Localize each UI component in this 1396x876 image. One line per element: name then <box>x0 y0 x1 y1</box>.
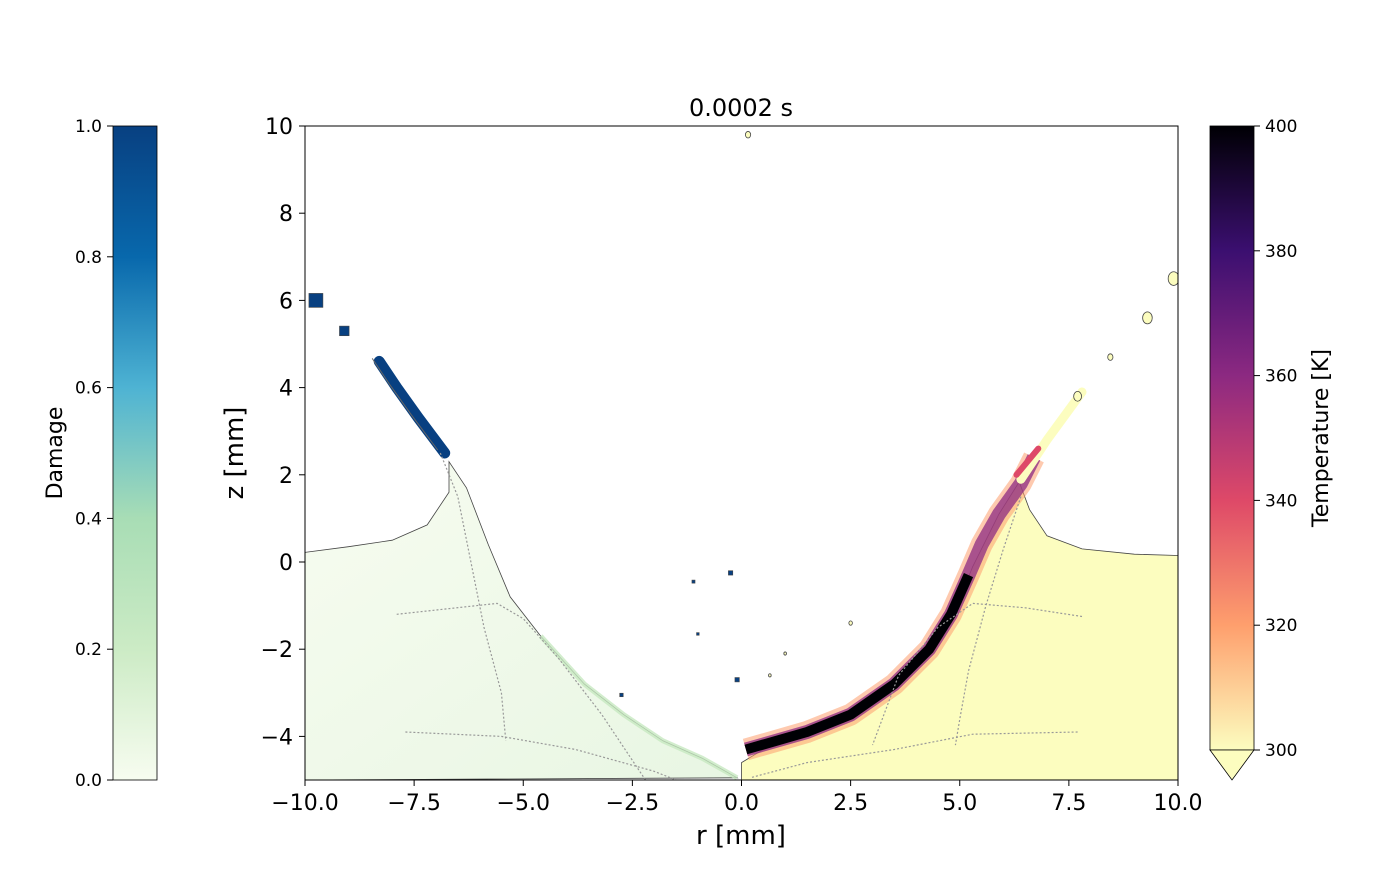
y-tick-label: 8 <box>279 202 293 227</box>
damage-colorbar: 0.0 0.2 0.4 0.6 0.8 1.0 Damage <box>43 117 158 791</box>
damaged-fragment <box>619 692 624 698</box>
temperature-colorbar-label: Temperature [K] <box>1309 349 1334 528</box>
warm-fragment <box>783 651 787 656</box>
mesh-line <box>954 496 1022 746</box>
damage-colorbar-label: Damage <box>43 407 68 500</box>
damage-field <box>305 293 740 780</box>
temperature-tick-label: 400 <box>1265 117 1297 137</box>
temperature-colorbar-extend-min <box>1209 749 1255 781</box>
ejecta-outline <box>371 358 439 451</box>
x-tick-label: 5.0 <box>942 791 977 816</box>
temperature-tick-label: 360 <box>1265 367 1297 387</box>
temperature-tick-label: 300 <box>1265 741 1297 761</box>
damaged-fragment <box>308 293 324 308</box>
x-tick-label: 10.0 <box>1154 791 1203 816</box>
damage-tick-label: 0.0 <box>75 771 102 791</box>
y-tick-label: −4 <box>261 725 293 750</box>
damaged-fragment <box>696 632 700 636</box>
plot-area: −10.0 −7.5 −5.0 −2.5 0.0 2.5 5.0 7.5 10.0 −4 −2 0 2… <box>220 94 1202 851</box>
mesh-line <box>405 731 677 780</box>
damaged-fragment <box>728 570 734 576</box>
x-tick-label: −2.5 <box>606 791 659 816</box>
warm-fragment <box>1107 353 1114 361</box>
y-tick-label: −2 <box>261 638 293 663</box>
mesh-lines <box>396 452 1083 780</box>
y-tick-label: 10 <box>265 115 293 140</box>
damaged-ejecta-band <box>373 355 451 459</box>
y-tick-label: 4 <box>279 377 293 402</box>
x-tick-label: −7.5 <box>387 791 440 816</box>
mesh-line <box>439 452 507 741</box>
temperature-colorbar: 300 320 340 360 380 400 Temperature [K] <box>1209 117 1334 781</box>
temperature-colorbar-gradient <box>1209 125 1255 751</box>
x-tick-label: 0.0 <box>724 791 759 816</box>
damage-tick-label: 1.0 <box>75 117 102 137</box>
hottest-zone <box>744 573 974 755</box>
warm-fragment <box>1167 271 1178 286</box>
y-tick-label: 6 <box>279 289 293 314</box>
y-tick-label: 0 <box>279 551 293 576</box>
x-tick-label: 2.5 <box>833 791 868 816</box>
damaged-fragment <box>339 325 350 337</box>
damaged-fragment <box>734 677 740 683</box>
temperature-tick-label: 380 <box>1265 242 1297 262</box>
warm-fragment <box>848 620 853 626</box>
temperature-tick-label: 320 <box>1265 616 1297 636</box>
y-tick-label: 2 <box>279 464 293 489</box>
y-axis: −4 −2 0 2 4 6 8 10 <box>261 115 305 750</box>
damage-colorbar-gradient <box>112 125 158 781</box>
damage-tick-label: 0.6 <box>75 379 102 399</box>
mesh-line <box>750 731 1078 779</box>
mesh-line <box>396 602 646 780</box>
temperature-tick-label: 340 <box>1265 491 1297 511</box>
x-axis-label: r [mm] <box>696 821 786 851</box>
warm-fragment <box>745 131 752 139</box>
warm-fragment <box>768 673 772 678</box>
damage-tick-label: 0.4 <box>75 509 102 529</box>
ejecta-hot-tip <box>1013 445 1042 478</box>
damage-tick-label: 0.8 <box>75 248 102 268</box>
warm-fragment <box>1073 391 1082 402</box>
warm-fragment <box>1142 311 1153 325</box>
y-axis-label: z [mm] <box>220 407 250 500</box>
temperature-field <box>741 131 1178 780</box>
x-tick-label: −5.0 <box>497 791 550 816</box>
damaged-fragment <box>691 579 696 584</box>
ejecta-jet <box>1016 387 1087 484</box>
x-tick-label: −10.0 <box>271 791 338 816</box>
x-axis: −10.0 −7.5 −5.0 −2.5 0.0 2.5 5.0 7.5 10.0 <box>271 780 1202 816</box>
damage-tick-label: 0.2 <box>75 640 102 660</box>
x-tick-label: 7.5 <box>1051 791 1086 816</box>
damage-rim <box>538 634 739 780</box>
chart-title: 0.0002 s <box>689 94 793 122</box>
